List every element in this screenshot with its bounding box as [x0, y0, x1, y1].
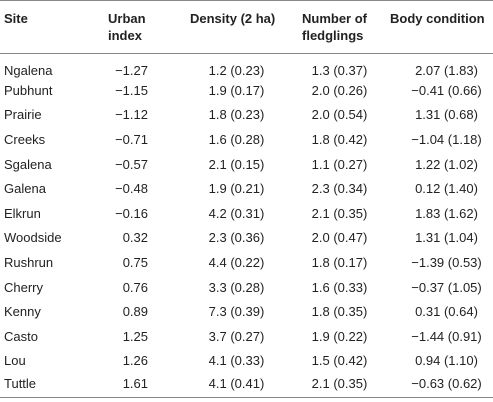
table-row: Galena −0.48 1.9 (0.21) 2.3 (0.34) 0.12 (1.4…: [0, 176, 493, 201]
cell-density: 1.8 (0.23): [208, 107, 265, 123]
cell-fledglings: 1.1 (0.27): [311, 156, 368, 172]
cell-body-condition: 2.07 (1.83): [415, 62, 478, 78]
header-number-of-fledglings: Number of fledglings: [285, 0, 386, 54]
cell-body-condition: −0.41 (0.66): [411, 82, 482, 98]
cell-urban-index: −1.27: [115, 62, 148, 78]
cell-body-condition: 1.31 (1.04): [415, 230, 478, 246]
cell-site: Prairie: [4, 107, 42, 123]
table-row: Kenny 0.89 7.3 (0.39) 1.8 (0.35) 0.31 (0.64): [0, 299, 493, 324]
cell-density: 4.4 (0.22): [208, 255, 265, 271]
cell-urban-index: 0.76: [122, 279, 148, 295]
cell-body-condition: −1.44 (0.91): [411, 328, 482, 344]
cell-site: Woodside: [4, 230, 62, 246]
cell-density: 3.3 (0.28): [208, 279, 265, 295]
cell-urban-index: 0.75: [122, 255, 148, 271]
cell-urban-index: −0.48: [115, 181, 148, 197]
cell-site: Galena: [4, 181, 46, 197]
cell-site: Kenny: [4, 304, 41, 320]
table-row: Pubhunt −1.15 1.9 (0.17) 2.0 (0.26) −0.41 (0…: [0, 78, 493, 103]
cell-urban-index: −0.71: [115, 132, 148, 148]
cell-fledglings: 2.0 (0.54): [311, 107, 368, 123]
cell-site: Elkrun: [4, 205, 41, 221]
table-row: Cherry 0.76 3.3 (0.28) 1.6 (0.33) −0.37 (1.0…: [0, 275, 493, 300]
cell-site: Cherry: [4, 279, 44, 295]
header-density: Density (2 ha): [168, 0, 285, 54]
cell-urban-index: 1.25: [122, 328, 148, 344]
header-row: Site Urban index Density (2 ha) Number o…: [0, 0, 493, 54]
cell-fledglings: 1.8 (0.42): [311, 132, 368, 148]
table-header: Site Urban index Density (2 ha) Number o…: [0, 0, 493, 54]
cell-fledglings: 2.1 (0.35): [285, 373, 386, 399]
cell-body-condition: 1.22 (1.02): [415, 156, 478, 172]
cell-density: 1.6 (0.28): [208, 132, 265, 148]
header-body-condition: Body condition: [386, 0, 493, 54]
table-row: Woodside 0.32 2.3 (0.36) 2.0 (0.47) 1.31 (1.…: [0, 226, 493, 251]
cell-urban-index: 0.89: [122, 304, 148, 320]
cell-fledglings: 1.8 (0.35): [311, 304, 368, 320]
cell-fledglings: 1.6 (0.33): [311, 279, 368, 295]
cell-density: 1.9 (0.17): [208, 82, 265, 98]
cell-density: 1.9 (0.21): [208, 181, 265, 197]
cell-body-condition: 1.31 (0.68): [415, 107, 478, 123]
cell-urban-index: −0.57: [115, 156, 148, 172]
cell-body-condition: 0.94 (1.10): [415, 353, 478, 369]
cell-site: Creeks: [4, 132, 46, 148]
cell-urban-index: 1.26: [122, 353, 148, 369]
cell-fledglings: 2.1 (0.35): [311, 205, 368, 221]
cell-site: Sgalena: [4, 156, 52, 172]
table-row: Creeks −0.71 1.6 (0.28) 1.8 (0.42) −1.04 (1.…: [0, 127, 493, 152]
cell-urban-index: −1.15: [115, 82, 148, 98]
table-row: Prairie −1.12 1.8 (0.23) 2.0 (0.54) 1.31 (0.…: [0, 103, 493, 128]
cell-site: Pubhunt: [4, 82, 53, 98]
cell-body-condition: −0.37 (1.05): [411, 279, 482, 295]
cell-body-condition: −1.39 (0.53): [411, 255, 482, 271]
cell-density: 4.2 (0.31): [208, 205, 265, 221]
cell-density: 4.1 (0.41): [168, 373, 285, 399]
header-site: Site: [0, 0, 96, 54]
table-row: Lou 1.26 4.1 (0.33) 1.5 (0.42) 0.94 (1.10): [0, 349, 493, 374]
cell-density: 2.1 (0.15): [208, 156, 265, 172]
cell-body-condition: 1.83 (1.62): [415, 205, 478, 221]
table-row: Rushrun 0.75 4.4 (0.22) 1.8 (0.17) −1.39 (0.…: [0, 250, 493, 275]
cell-density: 7.3 (0.39): [208, 304, 265, 320]
cell-body-condition: 0.12 (1.40): [415, 181, 478, 197]
cell-fledglings: 1.3 (0.37): [311, 62, 368, 78]
cell-density: 1.2 (0.23): [208, 62, 265, 78]
table-row: Sgalena −0.57 2.1 (0.15) 1.1 (0.27) 1.22 (1.…: [0, 152, 493, 177]
cell-body-condition: 0.31 (0.64): [415, 304, 478, 320]
cell-fledglings: 1.8 (0.17): [311, 255, 368, 271]
table-row: Casto 1.25 3.7 (0.27) 1.9 (0.22) −1.44 (0.91…: [0, 324, 493, 349]
cell-urban-index: −0.16: [115, 205, 148, 221]
cell-density: 4.1 (0.33): [208, 353, 265, 369]
cell-density: 3.7 (0.27): [208, 328, 265, 344]
cell-site: Lou: [4, 353, 26, 369]
table-row: Elkrun −0.16 4.2 (0.31) 2.1 (0.35) 1.83 (1.6…: [0, 201, 493, 226]
table-row: Tuttle 1.61 4.1 (0.41) 2.1 (0.35) −0.63 (0.6…: [0, 373, 493, 399]
cell-body-condition: −0.63 (0.62): [386, 373, 493, 399]
table-body: Ngalena −1.27 1.2 (0.23) 1.3 (0.37) 2.07 (1.…: [0, 54, 493, 399]
cell-fledglings: 2.0 (0.26): [311, 82, 368, 98]
cell-urban-index: −1.12: [115, 107, 148, 123]
cell-site: Tuttle: [0, 373, 96, 399]
cell-fledglings: 2.3 (0.34): [311, 181, 368, 197]
header-urban-index: Urban index: [96, 0, 168, 54]
cell-site: Rushrun: [4, 255, 54, 271]
cell-fledglings: 2.0 (0.47): [311, 230, 368, 246]
table-row: Ngalena −1.27 1.2 (0.23) 1.3 (0.37) 2.07 (1.…: [0, 54, 493, 79]
cell-fledglings: 1.9 (0.22): [311, 328, 368, 344]
cell-body-condition: −1.04 (1.18): [411, 132, 482, 148]
cell-urban-index: 1.61: [96, 373, 168, 399]
cell-density: 2.3 (0.36): [208, 230, 265, 246]
cell-site: Ngalena: [4, 62, 53, 78]
cell-urban-index: 0.32: [122, 230, 148, 246]
cell-fledglings: 1.5 (0.42): [311, 353, 368, 369]
cell-site: Casto: [4, 328, 38, 344]
